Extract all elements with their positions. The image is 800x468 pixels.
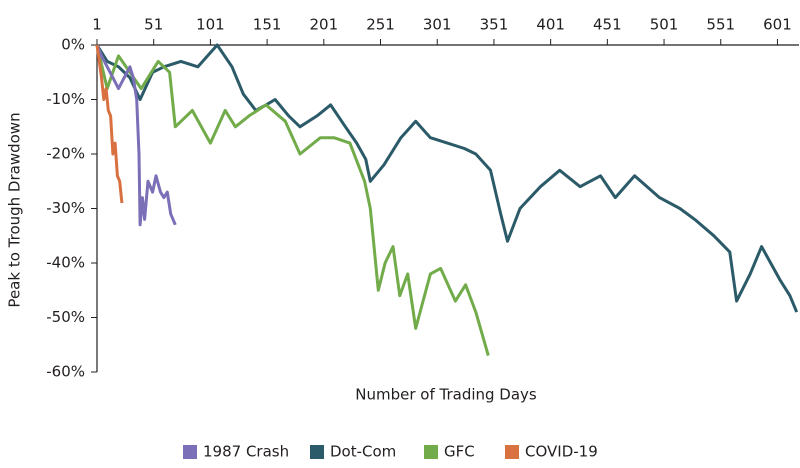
legend-label: 1987 Crash [203,443,289,461]
legend-label: COVID-19 [525,443,598,461]
legend-swatch [310,445,324,459]
x-tick-label: 301 [423,16,452,34]
x-tick-label: 201 [309,16,338,34]
series-line [95,43,799,313]
legend-label: GFC [444,443,475,461]
legend-label: Dot-Com [330,443,396,461]
y-tick-label: 0% [61,36,85,54]
x-tick-label: 551 [706,16,735,34]
y-tick-label: -50% [46,308,85,326]
y-tick-label: -20% [46,145,85,163]
x-tick-label: 51 [144,16,163,34]
x-tick-label: 1 [92,16,102,34]
x-tick-label: 451 [593,16,622,34]
x-tick-label: 601 [763,16,792,34]
series-line [95,44,490,357]
x-axis-title: Number of Trading Days [355,386,537,404]
legend-swatch [424,445,438,459]
x-tick-label: 351 [480,16,509,34]
series-line [95,44,124,204]
x-tick-label: 401 [536,16,565,34]
series-line [95,44,177,227]
x-tick-label: 101 [196,16,225,34]
legend-swatch [505,445,519,459]
x-tick-label: 501 [650,16,679,34]
y-tick-label: -60% [46,363,85,381]
x-tick-label: 151 [253,16,282,34]
y-tick-label: -40% [46,254,85,272]
x-tick-label: 251 [366,16,395,34]
y-tick-label: -10% [46,90,85,108]
legend-swatch [183,445,197,459]
y-tick-label: -30% [46,199,85,217]
y-axis-title: Peak to Trough Drawdown [6,112,24,307]
